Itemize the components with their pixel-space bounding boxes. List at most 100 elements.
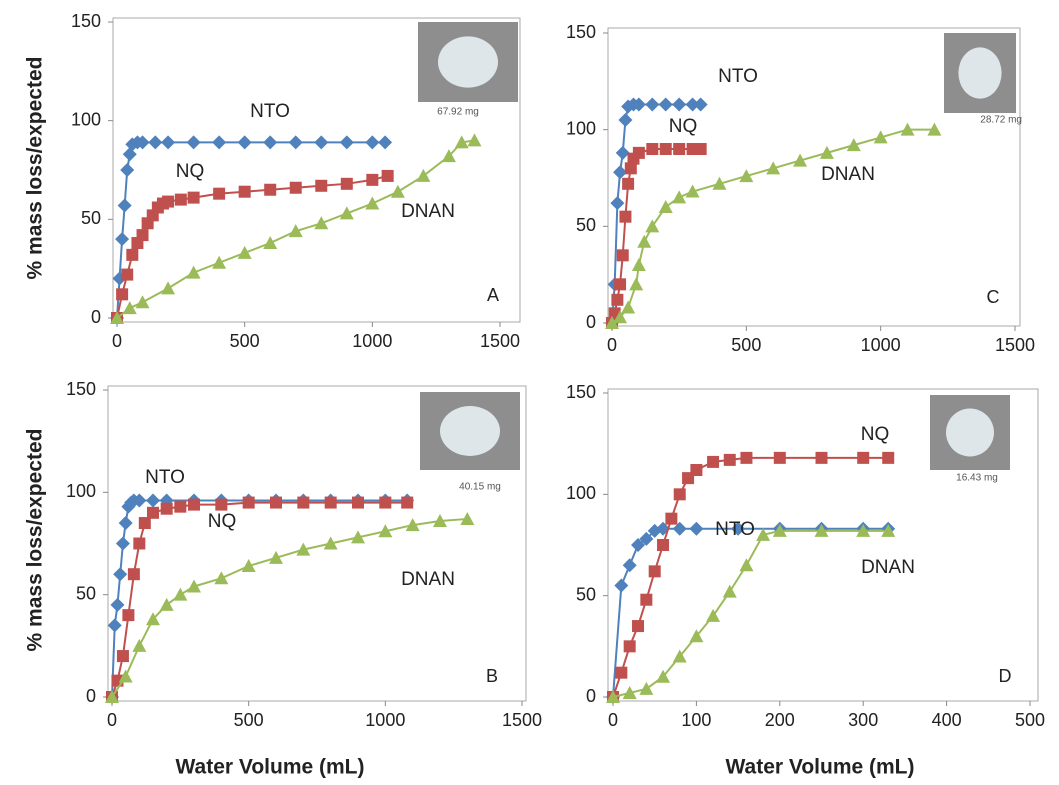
series-annotation: DNAN <box>861 557 915 578</box>
marker <box>645 219 660 233</box>
marker <box>214 571 229 585</box>
y-tick-label: 100 <box>71 109 101 129</box>
marker <box>381 169 394 182</box>
marker <box>658 97 673 112</box>
marker <box>351 530 365 544</box>
marker <box>873 130 888 144</box>
x-tick-label: 200 <box>765 710 795 730</box>
marker <box>366 173 379 186</box>
marker <box>135 135 150 150</box>
series-line <box>612 456 889 698</box>
marker <box>658 200 673 213</box>
marker <box>614 278 627 291</box>
inset-label: 28.72 mg <box>980 115 1022 126</box>
panel-label: A <box>487 285 499 305</box>
y-axis-title: % mass loss/expected <box>24 429 47 652</box>
marker <box>793 153 808 167</box>
marker <box>315 179 328 192</box>
series-annotation: NQ <box>861 424 890 445</box>
series-annotation: NTO <box>715 519 755 540</box>
marker <box>120 163 135 177</box>
marker <box>122 301 137 315</box>
marker <box>814 523 829 537</box>
marker <box>622 177 635 190</box>
x-tick-label: 300 <box>848 710 878 730</box>
marker <box>113 567 128 582</box>
marker <box>107 618 122 633</box>
marker <box>159 597 174 611</box>
marker <box>773 451 786 464</box>
marker <box>297 496 310 509</box>
marker <box>606 690 620 703</box>
marker <box>263 236 278 250</box>
marker <box>619 210 632 223</box>
marker <box>629 277 644 291</box>
marker <box>672 649 687 663</box>
series-line <box>611 128 935 324</box>
marker <box>707 455 720 468</box>
y-tick-label: 0 <box>586 312 596 332</box>
series-annotation: NQ <box>208 511 237 532</box>
marker <box>118 669 133 683</box>
marker <box>215 498 228 511</box>
y-tick-label: 100 <box>566 118 596 138</box>
x-tick-label: 0 <box>107 710 117 730</box>
x-tick-label: 500 <box>1015 710 1045 730</box>
marker <box>115 232 130 247</box>
marker <box>611 293 624 306</box>
series-line <box>612 527 889 698</box>
series-annotation: NTO <box>718 66 758 87</box>
marker <box>212 255 227 269</box>
y-tick-label: 150 <box>71 11 101 31</box>
marker <box>623 640 636 653</box>
series-line <box>111 499 408 698</box>
y-tick-label: 50 <box>76 583 96 603</box>
marker <box>659 143 672 155</box>
series-line <box>111 501 408 698</box>
marker <box>405 518 420 532</box>
marker <box>269 550 283 564</box>
marker <box>390 184 405 198</box>
series-line <box>116 141 386 319</box>
marker <box>672 190 687 204</box>
inset-label: 16.43 mg <box>956 473 998 484</box>
y-tick-label: 0 <box>91 307 101 327</box>
marker <box>270 496 282 509</box>
series-annotation: DNAN <box>401 201 455 222</box>
marker <box>146 493 160 508</box>
marker <box>460 511 475 525</box>
marker <box>621 300 636 314</box>
marker <box>135 295 150 309</box>
marker <box>673 488 686 501</box>
marker <box>126 248 139 261</box>
marker <box>622 558 637 573</box>
marker <box>723 453 736 466</box>
plot-frame <box>607 388 1039 702</box>
y-tick-label: 150 <box>566 382 596 402</box>
plot-frame <box>107 385 527 702</box>
x-tick-label: 500 <box>230 331 260 351</box>
marker <box>237 135 252 150</box>
marker <box>340 177 353 190</box>
marker <box>615 666 628 679</box>
marker <box>613 310 628 324</box>
marker <box>739 558 754 572</box>
marker <box>637 234 652 248</box>
marker <box>819 145 834 159</box>
series-line <box>116 174 388 319</box>
marker <box>173 587 188 601</box>
marker <box>323 536 338 550</box>
marker <box>288 224 303 238</box>
marker <box>706 608 721 622</box>
marker <box>690 464 703 477</box>
marker <box>186 265 201 279</box>
marker <box>365 135 380 150</box>
marker <box>401 496 414 509</box>
x-tick-label: 0 <box>608 710 618 730</box>
marker <box>454 135 469 149</box>
marker <box>288 135 303 150</box>
x-tick-label: 0 <box>112 331 122 351</box>
marker <box>339 135 354 150</box>
marker <box>622 685 637 699</box>
